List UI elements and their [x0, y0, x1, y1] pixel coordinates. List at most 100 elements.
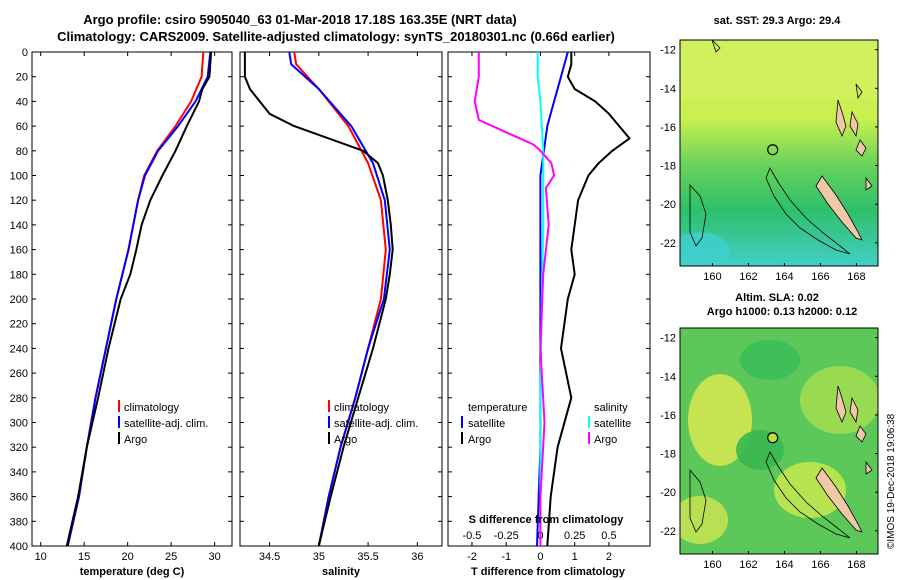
map-x-tick-label: 168 — [847, 271, 865, 283]
depth-tick-label: 20 — [16, 72, 28, 84]
depth-tick-label: 0 — [22, 47, 28, 59]
series-line-t-argo — [546, 52, 631, 546]
series-line-satellite-adj-clim- — [66, 52, 212, 546]
map-y-tick-label: -18 — [660, 449, 676, 461]
depth-tick-label: 340 — [10, 467, 28, 479]
vanuatu-island-2 — [849, 396, 859, 424]
sla-map-x-axis: 160 162 164 166 168 — [703, 551, 866, 571]
map-y-tick-label: -22 — [660, 238, 676, 250]
sst-map-title: sat. SST: 29.3 Argo: 29.4 — [714, 15, 842, 27]
map-y-tick-label: -18 — [660, 161, 676, 173]
reef-outline-west — [689, 183, 707, 247]
depth-tick-label: 180 — [10, 269, 28, 281]
map-y-tick-label: -12 — [660, 45, 676, 57]
series-line-argo — [243, 52, 394, 546]
x-tick-label: 35 — [313, 551, 325, 563]
temperature-axis-label: temperature (deg C) — [80, 566, 185, 578]
sst-map-frame — [679, 39, 879, 267]
vanuatu-island-1 — [835, 385, 847, 424]
t-difference-x-axis: -2 -1 0 1 2 — [467, 52, 612, 563]
series-line-argo — [65, 52, 213, 546]
map-y-tick-label: -20 — [660, 487, 676, 499]
vanuatu-island-5 — [865, 176, 873, 191]
map-y-tick-label: -14 — [660, 371, 676, 383]
legend-label-satellite: satellite-adj. clim. — [124, 418, 208, 430]
x-tick-label: 36 — [411, 551, 423, 563]
map-y-tick-label: -20 — [660, 199, 676, 211]
series-line-climatology — [293, 52, 387, 546]
x-tick-label: 34.5 — [259, 551, 280, 563]
x-tick-label: 20 — [122, 551, 134, 563]
legend-label-argo: Argo — [124, 434, 147, 446]
x-tick-label: 25 — [165, 551, 177, 563]
imos-watermark: ©IMOS 19-Dec-2018 19:06:38 — [886, 413, 897, 549]
map-x-tick-label: 164 — [775, 559, 793, 571]
legend-label-argo: Argo — [334, 434, 357, 446]
depth-tick-label: 240 — [10, 343, 28, 355]
x-tick-label: 2 — [606, 551, 612, 563]
depth-tick-label: 100 — [10, 171, 28, 183]
x-tick-label: 15 — [78, 551, 90, 563]
t-difference-axis-label: T difference from climatology — [471, 566, 626, 578]
x-tick-label: -2 — [467, 551, 477, 563]
legend-heading-salinity: salinity — [594, 402, 628, 414]
sst-cool-patch — [680, 232, 730, 266]
depth-tick-label: 200 — [10, 294, 28, 306]
salinity-x-axis: 34.5 35 35.5 36 — [259, 52, 423, 563]
s-diff-tick-label: 0.25 — [564, 530, 585, 542]
s-difference-x-axis: -0.5 -0.25 0 0.25 0.5 — [462, 530, 616, 542]
series-line-satellite-adj-clim- — [288, 52, 391, 546]
s-diff-tick-label: -0.5 — [462, 530, 481, 542]
sla-map-y-axis: -12 -14 -16 -18 -20 -22 — [660, 333, 878, 538]
salinity-legend: climatology satellite-adj. clim. Argo — [328, 400, 418, 446]
map-y-tick-label: -14 — [660, 83, 676, 95]
depth-tick-label: 40 — [16, 96, 28, 108]
reef-outline-west — [689, 468, 707, 533]
temperature-legend: climatology satellite-adj. clim. Argo — [118, 400, 208, 446]
depth-tick-label: 360 — [10, 492, 28, 504]
sla-high-1 — [688, 374, 752, 466]
s-diff-tick-label: 0.5 — [601, 530, 616, 542]
depth-tick-label: 120 — [10, 195, 28, 207]
salinity-axis-label: salinity — [322, 566, 361, 578]
depth-tick-label: 400 — [10, 541, 28, 553]
map-x-tick-label: 162 — [739, 271, 757, 283]
temperature-series — [65, 52, 213, 546]
depth-tick-label: 220 — [10, 319, 28, 331]
vanuatu-island-3 — [855, 139, 867, 157]
legend-label-t-argo: Argo — [468, 434, 491, 446]
sst-map-y-axis: -12 -14 -16 -18 -20 -22 — [660, 45, 878, 250]
map-x-tick-label: 164 — [775, 271, 793, 283]
figure-title-line2: Climatology: CARS2009. Satellite-adjuste… — [57, 29, 615, 44]
sst-float-marker — [767, 144, 779, 156]
sla-float-marker — [767, 432, 779, 444]
map-y-tick-label: -12 — [660, 333, 676, 345]
x-tick-label: 10 — [35, 551, 47, 563]
x-tick-label: -1 — [501, 551, 511, 563]
map-y-tick-label: -16 — [660, 122, 676, 134]
figure-title-line1: Argo profile: csiro 5905040_63 01-Mar-20… — [83, 12, 517, 27]
sla-map-title: Altim. SLA: 0.02 — [735, 292, 819, 304]
difference-series — [473, 52, 631, 546]
reef-outline-north — [711, 40, 721, 53]
new-caledonia-island — [815, 175, 863, 241]
depth-tick-label: 140 — [10, 220, 28, 232]
new-caledonia-island — [815, 467, 863, 533]
s-diff-tick-label: -0.25 — [494, 530, 519, 542]
legend-label-climatology: climatology — [124, 402, 180, 414]
map-x-tick-label: 166 — [811, 271, 829, 283]
sla-low-1 — [740, 340, 800, 380]
x-tick-label: 0 — [537, 551, 543, 563]
lagoon-outline — [765, 167, 851, 255]
sla-map-frame — [679, 327, 879, 555]
legend-label-s-argo: Argo — [594, 434, 617, 446]
depth-axis: 0 20 40 60 80 100 120 140 160 180 200 220 240 260 280 3… — [10, 47, 650, 553]
series-line-s-argo — [473, 52, 556, 546]
series-line-climatology — [66, 52, 205, 546]
sla-map-subtitle: Argo h1000: 0.13 h2000: 0.12 — [707, 306, 857, 318]
depth-tick-label: 300 — [10, 418, 28, 430]
legend-label-t-satellite: satellite — [468, 418, 505, 430]
temperature-panel-frame — [31, 51, 233, 547]
depth-tick-label: 260 — [10, 368, 28, 380]
float-position-marker — [767, 144, 779, 156]
